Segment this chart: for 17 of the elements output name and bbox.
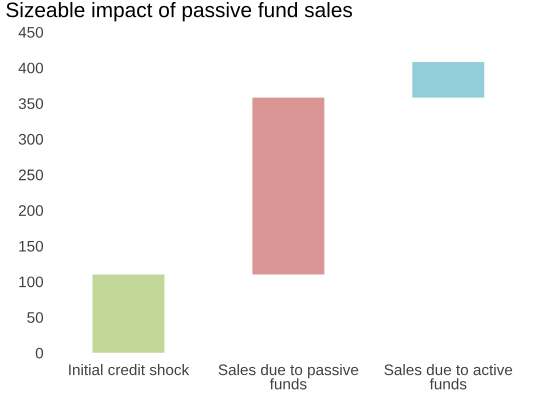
chart-title: Sizeable impact of passive fund sales	[6, 2, 352, 22]
x-tick-label: Initial credit shock	[69, 364, 190, 376]
y-tick-label: 0	[36, 348, 44, 359]
y-tick-label: 200	[18, 205, 44, 216]
y-tick-label: 350	[18, 98, 44, 110]
y-tick-label: 250	[18, 170, 44, 180]
x-tick-label: Sales due to active funds	[384, 364, 512, 390]
y-tick-label: 450	[18, 26, 44, 38]
y-tick-label: 50	[27, 312, 44, 323]
bar	[92, 274, 164, 353]
y-tick-label: 150	[19, 240, 44, 252]
x-tick-label: Sales due to passive funds	[218, 364, 358, 390]
bar	[412, 62, 484, 98]
y-tick-label: 400	[18, 62, 44, 74]
y-tick-label: 300	[18, 134, 44, 145]
y-tick-label: 100	[19, 276, 44, 288]
bar	[252, 98, 324, 274]
